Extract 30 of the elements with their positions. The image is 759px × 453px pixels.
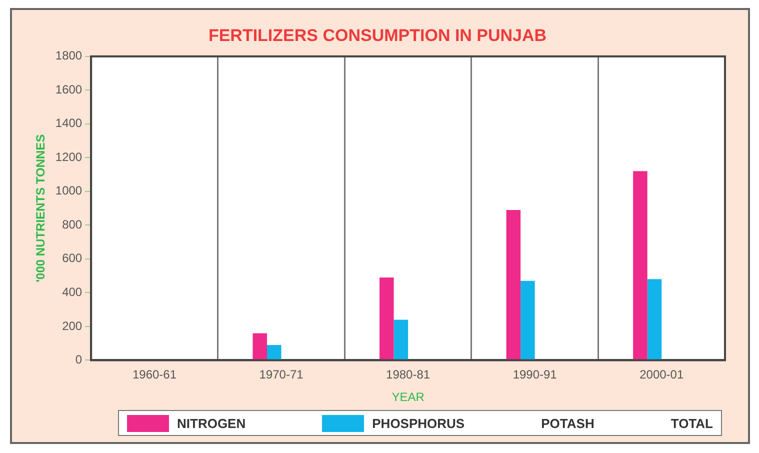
- legend-label: PHOSPHORUS: [372, 416, 465, 430]
- x-tick-label: 1990-91: [512, 368, 558, 382]
- y-tick-label: 1800: [55, 48, 82, 63]
- bar: [394, 320, 408, 360]
- y-tick-label: 600: [62, 251, 82, 266]
- bar: [380, 278, 394, 360]
- x-tick-label: 2000-01: [640, 368, 684, 382]
- x-tick-label: 1980-81: [386, 368, 430, 382]
- text: TOTAL: [670, 416, 713, 430]
- y-tick-label: 1200: [55, 150, 82, 164]
- y-tick-label: 1400: [55, 116, 82, 130]
- x-tick-label: 1960-61: [132, 368, 177, 382]
- x-tick-label: 1970-71: [259, 368, 304, 382]
- legend-label: NITROGEN: [177, 416, 246, 430]
- bar: [267, 345, 282, 360]
- x-axis-title: YEAR: [392, 390, 425, 404]
- y-axis-title: '000 NUTRIENTS TONNES: [34, 134, 48, 282]
- bar: [506, 210, 521, 360]
- y-tick-label: 0: [75, 352, 82, 367]
- bar: [252, 333, 268, 360]
- bar: [520, 280, 535, 360]
- text: POTASH: [541, 416, 594, 430]
- y-tick-label: 800: [62, 217, 82, 232]
- y-tick-label: 1000: [55, 184, 82, 198]
- chart-title: FERTILIZERS CONSUMPTION IN PUNJAB: [208, 26, 547, 45]
- bar: [647, 279, 662, 360]
- bar: [633, 171, 648, 360]
- y-tick-label: 400: [62, 285, 82, 299]
- y-tick-label: 1600: [55, 82, 82, 96]
- y-tick-label: 200: [62, 318, 82, 333]
